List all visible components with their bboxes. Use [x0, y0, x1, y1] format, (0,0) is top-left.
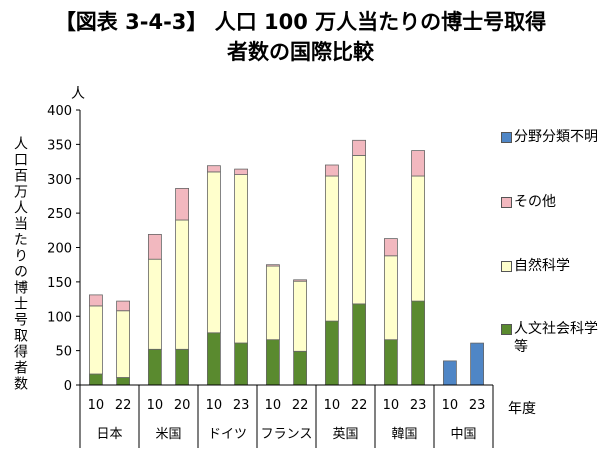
y-tick-label-300: 300 [47, 173, 72, 188]
y-axis-label: 人口百万人当たりの博士号取得者数 [12, 136, 28, 392]
group-label-0: 日本 [96, 427, 122, 442]
bar-segment-12-series-3 [442, 360, 457, 386]
group-label-5: 韓国 [391, 427, 417, 442]
chart-title-line1: 【図表 3-4-3】 人口 100 万人当たりの博士号取得 [54, 10, 547, 34]
y-tick-label-0: 0 [64, 379, 72, 394]
bar-segment-2-series-0 [147, 348, 162, 386]
bar-segment-0-series-1 [89, 305, 103, 375]
bar-segment-2-series-2 [147, 233, 162, 260]
y-tick-label-350: 350 [47, 138, 72, 153]
bar-segment-9-series-2 [352, 139, 367, 156]
bar-segment-7-series-2 [293, 279, 308, 282]
x-tick-label-4: 10 [206, 398, 223, 413]
bar-segment-8-series-1 [324, 175, 339, 322]
y-tick-label-50: 50 [55, 345, 72, 360]
bar-segment-3-series-1 [175, 219, 190, 350]
legend-swatch-other [501, 197, 512, 208]
bar-segment-5-series-1 [234, 174, 249, 344]
bar-segment-5-series-2 [234, 168, 249, 176]
bar-segment-6-series-1 [265, 265, 280, 341]
y-tick-label-200: 200 [47, 242, 72, 257]
chart-title-line2: 者数の国際比較 [227, 40, 374, 64]
legend-swatch-natural-science [501, 261, 512, 272]
legend-item-natural-science: 自然科学 [501, 257, 598, 275]
legend-item-humanities: 人文社会科学等 [501, 320, 598, 356]
bar-segment-8-series-2 [324, 164, 339, 177]
x-tick-label-0: 10 [88, 398, 105, 413]
bar-segment-10-series-1 [383, 255, 398, 341]
legend-label-natural-science: 自然科学 [514, 258, 570, 274]
legend-swatch-unknown [501, 132, 512, 143]
y-tick-label-150: 150 [47, 276, 72, 291]
group-label-3: フランス [261, 427, 313, 442]
x-tick-label-7: 22 [292, 398, 309, 413]
bar-segment-0-series-2 [89, 294, 103, 307]
bar-segment-10-series-0 [383, 339, 398, 386]
x-axis-title: 年度 [508, 401, 536, 417]
x-tick-label-10: 10 [383, 398, 400, 413]
bar-segment-0-series-0 [89, 373, 103, 386]
x-tick-label-2: 10 [147, 398, 164, 413]
legend-item-other: その他 [501, 193, 598, 211]
y-axis-unit: 人 [71, 86, 85, 102]
x-tick-label-13: 23 [469, 398, 486, 413]
bar-segment-4-series-0 [206, 332, 221, 386]
group-label-2: ドイツ [208, 427, 247, 442]
bar-segment-5-series-0 [234, 342, 249, 386]
legend-label-humanities: 人文社会科学等 [514, 321, 598, 355]
x-tick-label-9: 22 [351, 398, 368, 413]
bar-segment-8-series-0 [324, 320, 339, 386]
bar-segment-1-series-2 [116, 300, 130, 312]
bar-segment-11-series-0 [411, 300, 426, 386]
group-label-1: 米国 [155, 427, 181, 442]
bar-segment-2-series-1 [147, 258, 162, 350]
x-tick-label-3: 20 [174, 398, 191, 413]
bar-segment-7-series-0 [293, 350, 308, 386]
x-tick-label-8: 10 [324, 398, 341, 413]
bar-segment-1-series-0 [116, 376, 130, 386]
x-tick-label-6: 10 [265, 398, 282, 413]
bar-segment-11-series-2 [411, 150, 426, 177]
bar-segment-6-series-2 [265, 264, 280, 267]
x-tick-label-11: 23 [410, 398, 427, 413]
bar-segment-13-series-3 [470, 342, 485, 386]
legend-label-unknown: 分野分類不明 [514, 129, 598, 145]
bar-segment-3-series-2 [175, 187, 190, 221]
bar-segment-4-series-2 [206, 165, 221, 173]
bar-segment-6-series-0 [265, 339, 280, 386]
x-tick-label-1: 22 [115, 398, 132, 413]
bar-segment-10-series-2 [383, 238, 398, 257]
y-tick-label-250: 250 [47, 207, 72, 222]
legend-swatch-humanities [501, 324, 512, 335]
y-tick-label-400: 400 [47, 104, 72, 119]
bar-segment-1-series-1 [116, 310, 130, 378]
bar-segment-3-series-0 [175, 348, 190, 386]
bar-segment-11-series-1 [411, 175, 426, 302]
legend-item-unknown: 分野分類不明 [501, 128, 598, 146]
x-tick-label-5: 23 [233, 398, 250, 413]
group-label-4: 英国 [332, 427, 358, 442]
x-tick-label-12: 10 [442, 398, 459, 413]
bar-segment-9-series-1 [352, 154, 367, 305]
bar-segment-9-series-0 [352, 303, 367, 386]
bar-segment-4-series-1 [206, 171, 221, 334]
y-tick-label-100: 100 [47, 310, 72, 325]
group-label-6: 中国 [450, 427, 476, 442]
legend-label-other: その他 [514, 194, 556, 210]
bar-segment-7-series-1 [293, 280, 308, 352]
